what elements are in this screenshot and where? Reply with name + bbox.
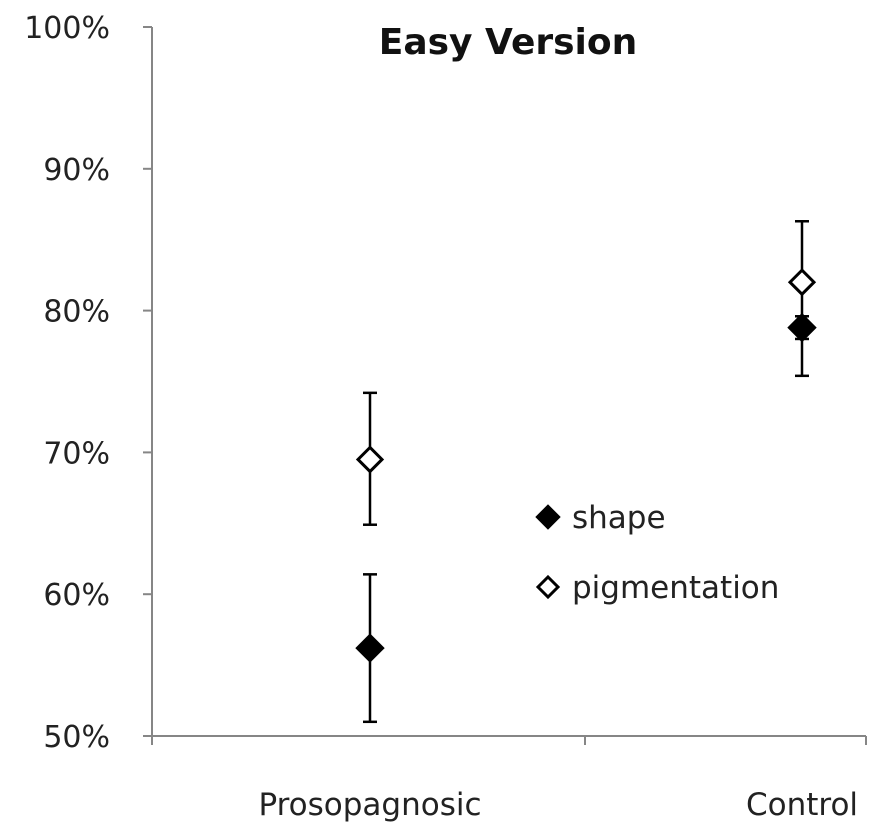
y-tick-label: 100% [24,11,110,46]
y-tick-label: 90% [43,153,110,188]
legend: shape pigmentation [535,500,779,606]
data-point-pigmentation [355,445,385,474]
data-point-shape [355,633,385,663]
legend-marker-pigmentation [535,574,561,600]
y-tick-label: 70% [43,436,110,471]
error-bars [363,220,809,724]
data-markers [355,268,817,663]
legend-marker-shape [535,504,561,530]
y-tick-label: 60% [43,578,110,613]
x-ticks: Prosopagnosic Control [151,736,867,823]
y-tick-label: 50% [43,720,110,755]
data-point-shape [787,312,817,343]
legend-label-shape: shape [572,500,666,536]
y-ticks: 50% 60% 70% 80% 90% 100% [24,11,152,755]
x-tick-label: Control [746,787,858,823]
x-tick-label: Prosopagnosic [258,787,481,823]
legend-label-pigmentation: pigmentation [572,570,779,606]
chart-title: Easy Version [379,22,638,63]
y-tick-label: 80% [43,295,110,330]
data-point-pigmentation [787,268,817,297]
